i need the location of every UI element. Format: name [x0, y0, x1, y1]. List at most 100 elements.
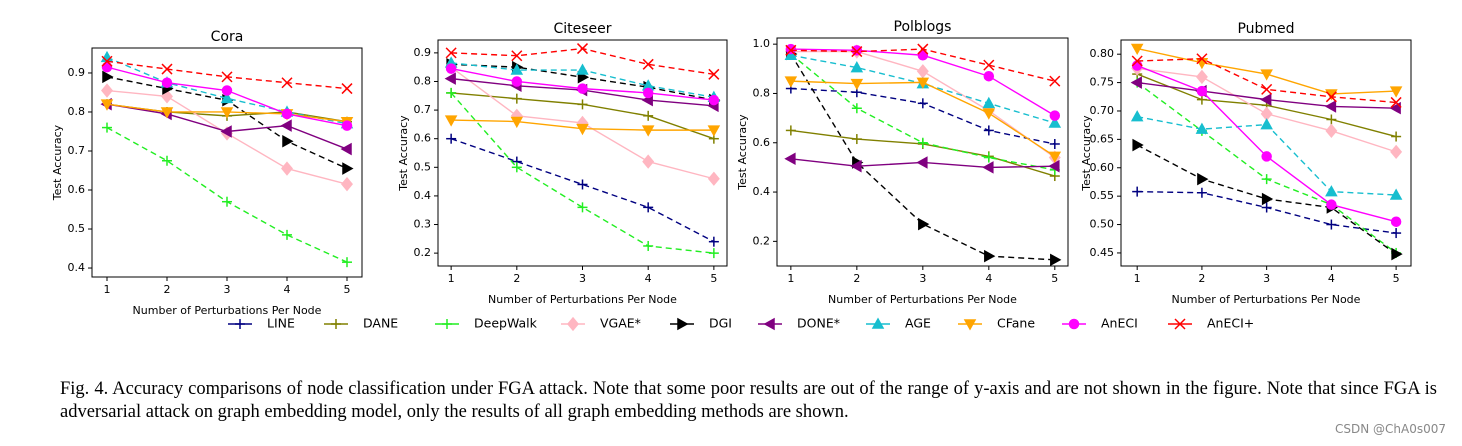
x-tick-label: 3: [224, 283, 231, 296]
marker: [510, 63, 524, 75]
marker-shape: [1261, 83, 1273, 95]
x-tick-label: 2: [853, 272, 860, 285]
x-tick-label: 4: [284, 283, 291, 296]
marker-shape: [577, 83, 588, 94]
marker-shape: [161, 77, 173, 88]
marker-shape: [1325, 91, 1337, 103]
y-tick-label: 0.4: [753, 185, 771, 198]
marker-shape: [1197, 172, 1209, 186]
marker: [510, 116, 524, 129]
y-tick-label: 0.75: [1090, 76, 1115, 89]
plot-area: [1130, 43, 1403, 261]
marker: [1324, 100, 1337, 113]
marker-shape: [1131, 55, 1143, 67]
marker: [567, 316, 579, 332]
chart-title: Cora: [211, 29, 244, 45]
legend-label: VGAE*: [600, 316, 641, 331]
marker: [446, 87, 457, 98]
marker: [442, 319, 452, 329]
marker-shape: [1048, 116, 1062, 128]
marker-shape: [511, 50, 523, 62]
marker: [221, 85, 233, 96]
marker-shape: [641, 125, 655, 137]
chart-title: Pubmed: [1237, 21, 1294, 37]
marker: [161, 77, 173, 88]
series-line: [106, 56, 348, 125]
marker-shape: [851, 45, 863, 56]
x-axis-label: Number of Perturbations Per Node: [488, 293, 677, 306]
marker-shape: [280, 119, 292, 132]
marker: [708, 236, 719, 247]
marker: [983, 125, 994, 136]
legend-label: AGE: [905, 316, 931, 331]
marker-shape: [916, 156, 928, 169]
marker: [341, 176, 353, 192]
marker-shape: [576, 63, 589, 75]
marker: [282, 229, 292, 240]
axes-frame: [437, 39, 728, 267]
marker: [983, 152, 994, 163]
marker: [642, 58, 654, 70]
watermark: CSDN @ChA0s007: [1334, 422, 1446, 436]
marker-shape: [1048, 159, 1060, 173]
marker: [342, 257, 352, 268]
marker-shape: [1325, 185, 1338, 197]
y-axis-label: Test Accuracy: [51, 124, 64, 201]
y-tick-label: 0.5: [414, 160, 432, 173]
x-tick-label: 5: [710, 272, 717, 285]
marker: [1132, 138, 1144, 152]
chart-title: Citeseer: [553, 21, 611, 37]
marker: [511, 93, 522, 104]
marker: [918, 217, 930, 231]
x-tick-label: 2: [513, 272, 520, 285]
marker-shape: [160, 107, 174, 119]
marker-shape: [510, 63, 524, 75]
marker-shape: [341, 83, 353, 95]
legend-label: DANE: [363, 316, 398, 331]
y-tick-label: 0.60: [1090, 161, 1115, 174]
marker: [100, 99, 114, 111]
legend-label: DeepWalk: [474, 316, 538, 331]
marker: [1195, 122, 1209, 134]
marker: [511, 50, 523, 62]
marker: [983, 70, 995, 82]
marker: [511, 76, 523, 87]
axes-frame: [1120, 39, 1412, 267]
marker-shape: [576, 43, 589, 55]
x-tick-label: 1: [787, 272, 794, 285]
marker-shape: [1324, 100, 1337, 113]
marker: [984, 249, 996, 263]
marker: [1261, 151, 1272, 162]
y-tick-label: 0.70: [1090, 104, 1115, 117]
marker: [708, 94, 720, 106]
marker-shape: [871, 317, 885, 329]
legend-item: DANE: [324, 316, 398, 331]
marker-shape: [642, 58, 654, 70]
marker: [222, 196, 232, 207]
marker: [643, 202, 654, 213]
marker: [708, 248, 719, 259]
legend-item: AGE: [866, 316, 931, 331]
marker-shape: [1049, 75, 1061, 87]
marker: [1260, 118, 1273, 130]
axes-frame: [776, 37, 1069, 267]
marker-shape: [916, 77, 930, 89]
marker: [1195, 69, 1208, 85]
marker-shape: [220, 107, 234, 119]
marker: [1391, 247, 1403, 261]
legend-item: LINE: [228, 316, 295, 331]
marker: [1261, 202, 1272, 213]
x-tick-label: 4: [1328, 272, 1335, 285]
marker: [641, 125, 655, 137]
legend-item: DeepWalk: [435, 316, 538, 331]
plot-area: [444, 43, 721, 259]
y-tick-label: 0.4: [68, 261, 86, 274]
marker-shape: [1195, 122, 1209, 134]
series-line: [106, 60, 348, 90]
y-tick-label: 0.8: [68, 105, 86, 118]
y-axis-label: Test Accuracy: [1080, 115, 1093, 192]
marker-shape: [1389, 101, 1401, 115]
marker: [982, 96, 996, 109]
marker: [917, 137, 928, 148]
marker: [577, 99, 588, 110]
